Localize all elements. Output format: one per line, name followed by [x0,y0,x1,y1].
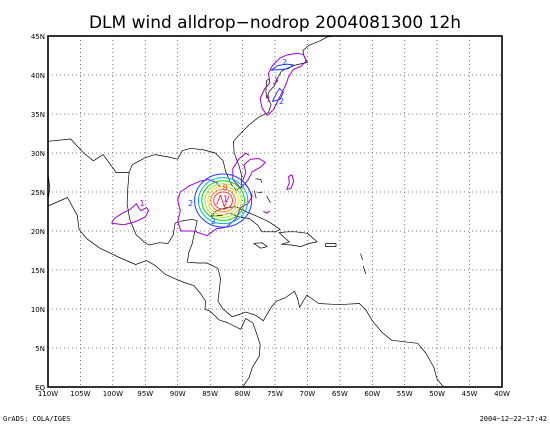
y-tick-label: 45N [31,33,45,41]
y-tick-label: 25N [31,189,45,197]
contour-ring-c7 [210,188,236,213]
contours [111,52,307,237]
y-tick-label: 35N [31,111,45,119]
gridlines [48,36,502,387]
contour-label: 2 [282,58,287,67]
contour-label: 1 [223,194,228,203]
contour-ring-c6 [207,186,239,216]
coastline [362,265,367,275]
contour-ring-c2 [194,173,253,228]
x-tick-label: 95W [137,390,153,398]
y-tick-label: 40N [31,72,45,80]
coastline [128,35,334,191]
footer-credit: GrADS: COLA/IGES [3,415,70,423]
contour-ring-c8 [213,191,234,210]
contour-label: 1 [139,199,144,208]
contour-label: 2 [279,97,284,106]
x-tick-label: 75W [267,390,283,398]
y-tick-label: 10N [31,306,45,314]
x-tick-label: 60W [364,390,380,398]
coastline [210,206,281,233]
footer-timestamp: 2004−12−22−17:42 [480,415,547,423]
coastline [47,197,261,388]
y-tick-label: EQ [35,384,45,392]
coastline [253,242,268,249]
x-tick-label: 100W [103,390,123,398]
x-tick-label: 40W [494,390,510,398]
y-tick-label: 20N [31,228,45,236]
contour-1 [263,210,271,214]
coastline [278,231,318,247]
y-tick-label: 5N [35,345,45,353]
coastline [257,191,263,194]
x-tick-label: 85W [202,390,218,398]
contour-1 [177,179,221,232]
contour-1 [272,77,279,85]
contour-label: 8 [223,183,228,192]
contour-1 [286,174,295,191]
x-tick-label: 55W [397,390,413,398]
x-tick-label: 50W [429,390,445,398]
x-tick-labels: 110W 105W 100W 95W 90W 85W 80W 75W 70W 65W 60W 55W 5… [38,390,510,398]
coastline [253,190,257,199]
x-tick-label: 65W [332,390,348,398]
coastline [126,172,444,388]
x-tick-label: 110W [38,390,58,398]
contour-ring-c5 [204,183,242,218]
chart-title: DLM wind alldrop−nodrop 2004081300 12h [89,13,461,33]
contour-label: 1 [266,95,271,104]
coastline [255,178,263,183]
contour-2 [271,87,284,102]
contour-label: 2 [188,199,193,208]
contour-1 [111,203,149,226]
coastline [360,253,363,261]
y-tick-label: 15N [31,267,45,275]
contour-label: 2 [211,217,216,226]
contour-ring-c3 [197,177,249,225]
y-tick-label: 30N [31,150,45,158]
x-tick-label: 80W [235,390,251,398]
x-tick-label: 45W [462,390,478,398]
coastline [265,78,270,99]
y-tick-labels: EQ 5N 10N 15N 20N 25N 30N 35N 40N 45N [31,33,46,392]
coastline [47,138,130,173]
coastline [266,195,271,204]
x-tick-label: 105W [70,390,90,398]
x-tick-label: 90W [170,390,186,398]
plot-frame [47,35,503,388]
contour-ring-c4 [201,180,246,221]
coastline [325,243,337,247]
coastlines [47,35,444,388]
x-tick-label: 70W [300,390,316,398]
contour-2 [270,63,294,71]
contour-inner [216,194,230,208]
